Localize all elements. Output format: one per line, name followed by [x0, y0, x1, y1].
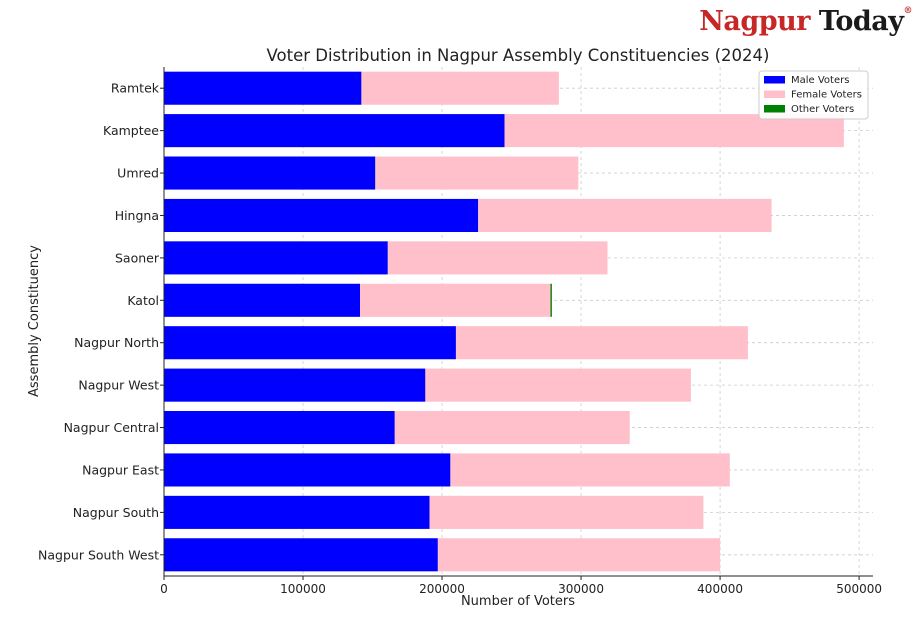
x-tick-label: 100000: [280, 582, 326, 596]
bar-male-voters: [164, 71, 362, 105]
legend-label: Female Voters: [791, 90, 862, 101]
category-labels: Ramtek Kamptee Umred Hingna Saoner Katol Nagpu…: [38, 81, 160, 563]
bar-male-voters: [164, 538, 438, 572]
bar-female-voters: [360, 283, 551, 317]
bar-series: [164, 71, 844, 572]
logo-word-2: Today: [818, 6, 904, 37]
bar-male-voters: [164, 156, 376, 190]
bar-female-voters: [429, 495, 704, 529]
category-label: Kamptee: [103, 123, 159, 138]
logo-word-1: Nagpur: [699, 6, 811, 37]
legend-swatch: [764, 76, 785, 84]
bar-female-voters: [361, 71, 559, 105]
category-label: Nagpur North: [74, 335, 159, 350]
bar-female-voters: [375, 156, 579, 190]
bar-female-voters: [394, 410, 630, 445]
category-label: Nagpur East: [82, 462, 159, 477]
category-label: Nagpur West: [78, 378, 159, 393]
x-axis-label: Number of Voters: [461, 594, 575, 609]
bar-male-voters: [164, 495, 430, 529]
bar-male-voters: [164, 410, 395, 445]
x-tick-label: 500000: [836, 582, 882, 596]
x-tick-labels: 0 100000 200000 300000 400000 500000: [160, 582, 882, 596]
legend-label: Other Voters: [791, 104, 854, 115]
category-label: Ramtek: [111, 81, 160, 96]
bar-male-voters: [164, 241, 388, 275]
category-label: Nagpur South: [73, 505, 159, 520]
category-label: Nagpur South West: [38, 547, 159, 562]
bar-female-voters: [504, 114, 844, 148]
bar-male-voters: [164, 368, 426, 402]
bar-male-voters: [164, 198, 479, 233]
category-label: Hingna: [115, 208, 159, 223]
legend-swatch: [764, 105, 785, 113]
legend-label: Male Voters: [791, 75, 849, 86]
nagpur-today-logo: Nagpur Today®: [699, 6, 912, 37]
bar-male-voters: [164, 283, 361, 317]
bar-female-voters: [387, 241, 608, 275]
bar-other-voters: [550, 283, 552, 317]
x-tick-label: 200000: [419, 582, 465, 596]
x-tick-label: 300000: [558, 582, 604, 596]
bar-male-voters: [164, 453, 451, 487]
axes: [160, 67, 873, 580]
category-label: Katol: [127, 293, 159, 308]
bar-female-voters: [455, 326, 748, 360]
y-axis-label: Assembly Constituency: [27, 245, 42, 397]
category-label: Saoner: [115, 250, 160, 265]
bar-female-voters: [450, 453, 730, 487]
category-label: Nagpur Central: [64, 420, 159, 435]
bar-female-voters: [437, 538, 721, 572]
chart-title: Voter Distribution in Nagpur Assembly Co…: [267, 46, 770, 65]
legend: Male Voters Female Voters Other Voters: [758, 70, 869, 120]
x-tick-label: 0: [160, 582, 168, 596]
bar-female-voters: [425, 368, 691, 402]
legend-box: [758, 70, 869, 120]
category-label: Umred: [117, 166, 159, 181]
logo-registered-mark: ®: [903, 6, 913, 16]
bar-male-voters: [164, 326, 456, 360]
legend-swatch: [764, 90, 785, 98]
bar-female-voters: [478, 198, 772, 233]
bar-male-voters: [164, 114, 505, 148]
x-tick-label: 400000: [697, 582, 743, 596]
